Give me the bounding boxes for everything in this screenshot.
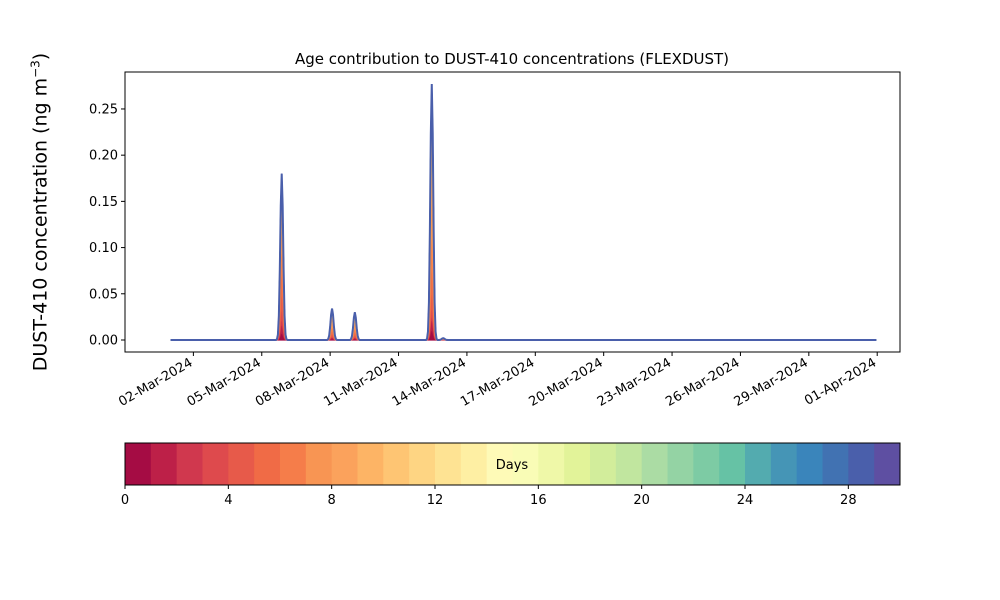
age-layer-6 — [170, 225, 877, 341]
colorbar-segment — [770, 443, 798, 485]
age-layer-17 — [170, 88, 877, 341]
colorbar-segment — [254, 443, 281, 485]
colorbar-segment — [693, 443, 720, 485]
plot-area — [170, 83, 877, 341]
x-tick-label: 05-Mar-2024 — [185, 355, 264, 409]
age-layer-27 — [170, 84, 877, 341]
y-axis-label-superscript: −3 — [28, 60, 43, 78]
axes-frame — [124, 71, 901, 353]
y-tick-label: 0.10 — [89, 241, 118, 256]
x-tick-label: 17-Mar-2024 — [458, 355, 537, 409]
age-layer-15 — [170, 89, 877, 341]
colorbar-segment — [719, 443, 746, 485]
y-axis-label-suffix: ) — [29, 52, 52, 61]
age-layer-1 — [170, 317, 877, 341]
y-tick-label: 0.00 — [89, 333, 118, 348]
age-layer-23 — [170, 86, 877, 341]
y-axis-label: DUST-410 concentration (ng m−3) — [28, 53, 51, 371]
age-layer-16 — [170, 89, 877, 341]
age-layer-21 — [170, 87, 877, 341]
x-tick-label: 20-Mar-2024 — [527, 355, 606, 409]
age-layer-19 — [170, 87, 877, 341]
age-layer-10 — [170, 104, 877, 341]
chart-title: Age contribution to DUST-410 concentrati… — [295, 50, 729, 68]
colorbar-tick-label: 8 — [328, 493, 336, 508]
colorbar-segment — [848, 443, 875, 485]
colorbar-segment — [745, 443, 772, 485]
colorbar-segment — [280, 443, 307, 485]
colorbar-segment — [822, 443, 849, 485]
colorbar-segment — [615, 443, 643, 485]
x-tick-label: 23-Mar-2024 — [595, 355, 674, 409]
age-layer-22 — [170, 86, 877, 341]
y-tick-label: 0.15 — [89, 195, 118, 210]
y-tick-label: 0.05 — [89, 287, 118, 302]
y-tick-label: 0.20 — [89, 149, 118, 164]
colorbar-segment — [435, 443, 462, 485]
colorbar-label: Days — [496, 458, 529, 473]
colorbar-segment — [667, 443, 694, 485]
y-axis-label-text: DUST-410 concentration (ng m — [29, 77, 52, 372]
age-layer-7 — [170, 185, 877, 341]
age-layer-5 — [170, 261, 877, 341]
colorbar-frame — [124, 442, 901, 486]
colorbar-tick-label: 12 — [427, 493, 444, 508]
colorbar-segment — [460, 443, 488, 485]
age-layer-9 — [170, 121, 877, 341]
colorbar-segment — [125, 443, 152, 485]
total-line — [170, 83, 877, 341]
age-layer-8 — [170, 148, 877, 341]
age-layer-13 — [170, 90, 877, 341]
x-tick-label: 11-Mar-2024 — [321, 355, 400, 409]
colorbar-segment — [641, 443, 668, 485]
x-tick-label: 01-Apr-2024 — [802, 355, 879, 408]
age-layer-26 — [170, 85, 877, 341]
colorbar-segment — [874, 443, 901, 485]
age-layer-14 — [170, 90, 877, 341]
colorbar-segment — [486, 443, 513, 485]
age-layer-24 — [170, 85, 877, 341]
colorbar-segment — [409, 443, 436, 485]
colorbar-segment — [564, 443, 591, 485]
colorbar-segment — [228, 443, 255, 485]
age-layer-12 — [170, 92, 877, 341]
colorbar-segment — [796, 443, 823, 485]
colorbar-segment — [331, 443, 358, 485]
x-tick-label: 29-Mar-2024 — [732, 355, 811, 409]
colorbar-tick-label: 20 — [633, 493, 650, 508]
age-layer-25 — [170, 85, 877, 341]
colorbar-segment — [538, 443, 565, 485]
age-layer-11 — [170, 96, 877, 341]
x-axis: 02-Mar-202405-Mar-202408-Mar-202411-Mar-… — [116, 352, 879, 410]
colorbar-tick-label: 16 — [530, 493, 547, 508]
colorbar-segment — [512, 443, 539, 485]
colorbar-tick-label: 4 — [224, 493, 232, 508]
colorbar-segment — [176, 443, 203, 485]
colorbar-tick-label: 0 — [121, 493, 129, 508]
x-tick-label: 14-Mar-2024 — [390, 355, 469, 409]
colorbar-segment — [202, 443, 229, 485]
x-tick-label: 26-Mar-2024 — [663, 355, 742, 409]
colorbar-tick-label: 24 — [737, 493, 754, 508]
colorbar-segment — [150, 443, 178, 485]
age-layer-3 — [170, 305, 877, 341]
colorbar: 0 4 8 12 16 20 24 28 — [121, 442, 901, 508]
x-tick-label: 08-Mar-2024 — [253, 355, 332, 409]
colorbar-segment — [357, 443, 384, 485]
colorbar-segment — [305, 443, 333, 485]
x-tick-label: 02-Mar-2024 — [116, 355, 195, 409]
colorbar-tick-label: 28 — [840, 493, 857, 508]
age-layer-29 — [170, 83, 877, 341]
colorbar-segment — [590, 443, 617, 485]
age-layer-4 — [170, 288, 877, 341]
age-layer-20 — [170, 87, 877, 341]
age-layer-2 — [170, 313, 877, 341]
age-layer-28 — [170, 84, 877, 341]
y-axis: 0.00 0.05 0.10 0.15 0.20 0.25 — [89, 102, 125, 348]
age-layer-18 — [170, 88, 877, 341]
colorbar-segment — [383, 443, 410, 485]
y-tick-label: 0.25 — [89, 102, 118, 117]
